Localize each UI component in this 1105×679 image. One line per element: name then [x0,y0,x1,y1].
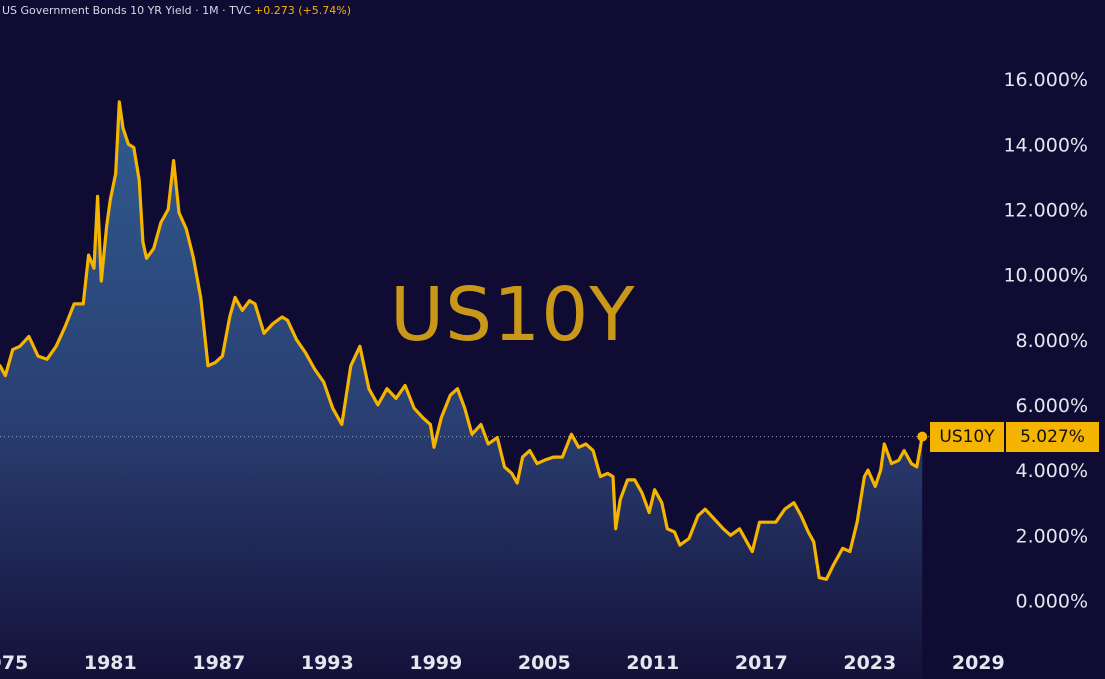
x-tick-label: 1993 [301,652,354,674]
x-tick-label: 2005 [518,652,571,674]
price-tag-value[interactable]: 5.027% [1006,422,1099,452]
x-tick-label: 1999 [409,652,462,674]
y-tick-label: 4.000% [1016,460,1088,482]
y-tick-label: 2.000% [1016,525,1088,547]
chart-title: US Government Bonds 10 YR Yield · 1M · T… [2,4,252,17]
y-tick-label: 0.000% [1016,590,1088,612]
x-tick-label: 1987 [192,652,245,674]
x-tick-label: 2017 [735,652,788,674]
x-tick-label: 1975 [0,652,28,674]
price-tag-symbol[interactable]: US10Y [930,422,1004,452]
y-tick-label: 16.000% [1003,69,1088,91]
x-tick-label: 2029 [952,652,1005,674]
price-change: +0.273 (+5.74%) [254,4,351,17]
x-tick-label: 2011 [626,652,679,674]
series-line [0,100,924,581]
y-axis[interactable]: 0.000% 2.000% 4.000% 6.000% 8.000% 10.000% 12.… [1003,69,1088,612]
last-point-marker [917,431,928,442]
x-axis[interactable]: 1975 1981 1987 1993 1999 2005 2011 2017 2023 2029 [0,652,1005,674]
price-line [0,100,928,581]
symbol-watermark: US10Y [390,272,636,358]
chart-header: US Government Bonds 10 YR Yield · 1M · T… [2,4,351,17]
y-tick-label: 8.000% [1016,330,1088,352]
x-tick-label: 2023 [843,652,896,674]
y-tick-label: 6.000% [1016,395,1088,417]
y-tick-label: 14.000% [1003,134,1088,156]
y-tick-label: 10.000% [1003,265,1088,287]
x-tick-label: 1981 [84,652,137,674]
y-tick-label: 12.000% [1003,199,1088,221]
